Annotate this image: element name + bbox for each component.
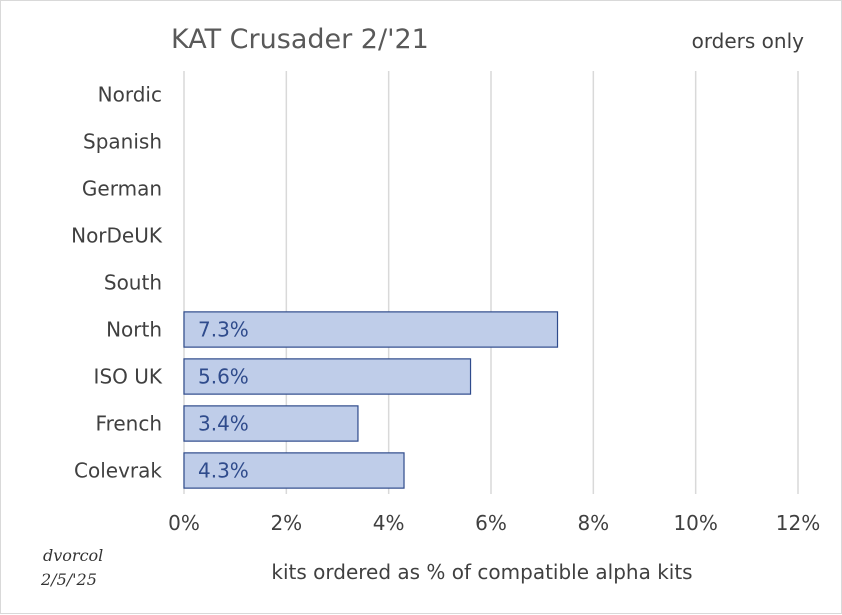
data-label: 5.6%	[198, 365, 249, 389]
x-tick-label: 0%	[168, 511, 200, 535]
category-label: Nordic	[98, 83, 162, 107]
category-label: Colevrak	[74, 459, 162, 483]
category-label: South	[104, 271, 162, 295]
category-labels: Nordic Spanish German NorDeUK South North ISO …	[71, 83, 163, 483]
signature-line-1: dvorcol	[43, 546, 103, 565]
signature-line-2: 2/5/'25	[40, 570, 97, 589]
x-tick-label: 8%	[577, 511, 609, 535]
chart-title: KAT Crusader 2/'21	[171, 24, 429, 55]
data-label: 3.4%	[198, 412, 249, 436]
bar	[183, 405, 359, 442]
x-tick-labels: 0% 2% 4% 6% 8% 10% 12%	[168, 511, 820, 535]
bar	[183, 311, 559, 348]
category-label: ISO UK	[94, 365, 163, 389]
chart-subtitle: orders only	[692, 29, 805, 53]
x-tick-label: 4%	[373, 511, 405, 535]
category-label: German	[82, 177, 162, 201]
x-tick-label: 2%	[270, 511, 302, 535]
data-label: 7.3%	[198, 318, 249, 342]
bar	[183, 358, 472, 395]
category-label: North	[106, 318, 162, 342]
x-tick-label: 10%	[673, 511, 717, 535]
bars: 7.3% 5.6% 3.4% 4.3%	[183, 311, 559, 489]
x-tick-label: 12%	[776, 511, 820, 535]
category-label: NorDeUK	[71, 224, 163, 248]
category-label: Spanish	[83, 130, 162, 154]
x-tick-label: 6%	[475, 511, 507, 535]
bar	[183, 452, 405, 489]
data-label: 4.3%	[198, 459, 249, 483]
gridlines	[183, 71, 799, 494]
category-label: French	[96, 412, 162, 436]
x-axis-label: kits ordered as % of compatible alpha ki…	[271, 560, 692, 584]
